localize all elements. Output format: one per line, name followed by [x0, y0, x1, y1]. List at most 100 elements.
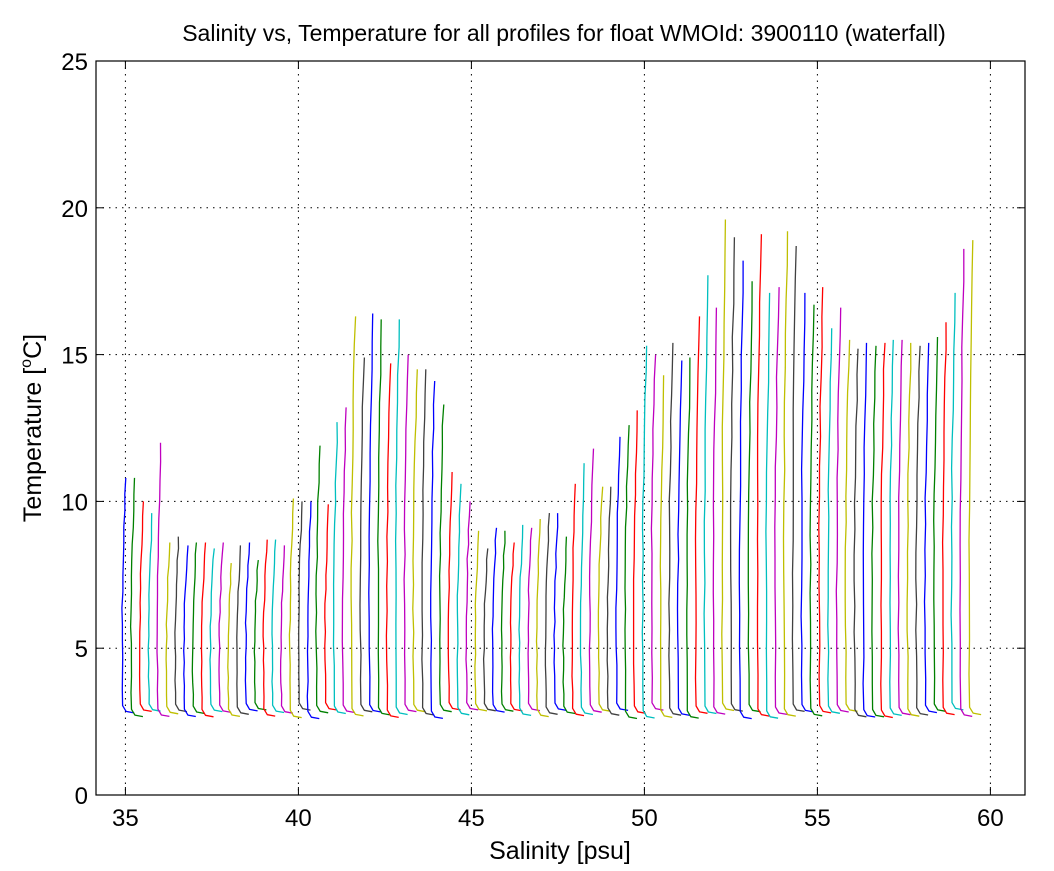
- profile-line: [862, 342, 876, 718]
- profile-line: [306, 501, 320, 720]
- profile-line: [871, 345, 885, 718]
- profile-line: [659, 375, 673, 719]
- profile-line: [906, 342, 920, 717]
- profile-line: [968, 240, 982, 716]
- profile-line: [500, 530, 514, 712]
- profile-line: [923, 342, 938, 714]
- x-tick-label: 45: [458, 805, 485, 832]
- profile-line: [359, 357, 373, 713]
- profile-line: [641, 345, 655, 719]
- profile-line: [244, 542, 258, 712]
- chart-title: Salinity vs, Temperature for all profile…: [182, 20, 946, 46]
- profile-line: [271, 539, 285, 714]
- profile-line: [218, 542, 232, 714]
- profile-line: [227, 563, 241, 718]
- y-tick-label: 20: [61, 196, 88, 223]
- profile-line: [765, 292, 779, 719]
- profile-line: [518, 524, 532, 717]
- y-tick-label: 10: [61, 489, 88, 516]
- profile-line: [818, 287, 832, 714]
- x-tick-label: 40: [285, 805, 312, 832]
- profile-line: [535, 518, 549, 718]
- profile-line: [562, 536, 576, 715]
- profile-line: [403, 354, 417, 713]
- profile-line: [941, 322, 955, 716]
- profile-line: [412, 369, 426, 713]
- profile-line: [324, 504, 338, 711]
- profile-line: [844, 339, 858, 712]
- profile-line: [650, 354, 664, 711]
- profile-line: [880, 342, 893, 719]
- profile-line: [632, 410, 646, 714]
- profile-line: [165, 542, 179, 715]
- profile-line: [279, 545, 294, 714]
- profile-line: [694, 316, 708, 714]
- profile-line: [341, 407, 355, 714]
- profile-line: [191, 542, 205, 715]
- profile-line: [350, 316, 364, 717]
- profile-line: [138, 501, 152, 713]
- profile-line: [156, 442, 170, 718]
- profile-line: [298, 501, 311, 711]
- profile-line: [430, 380, 444, 720]
- y-axis-title-main: Temperature [: [19, 368, 47, 522]
- profile-line: [368, 313, 382, 713]
- profile-line: [624, 425, 638, 720]
- x-tick-label: 55: [804, 805, 831, 832]
- x-tick-label: 50: [631, 805, 658, 832]
- profile-line: [129, 477, 144, 718]
- profile-line: [897, 339, 911, 716]
- profile-line: [209, 548, 223, 713]
- profile-line: [588, 448, 602, 713]
- profile-line: [729, 237, 743, 712]
- profile-line: [174, 536, 188, 713]
- profile-line: [579, 463, 594, 716]
- profile-line: [774, 287, 788, 716]
- profile-line: [509, 542, 523, 712]
- profile-line: [800, 292, 814, 713]
- profile-line: [597, 486, 611, 712]
- profile-line: [791, 245, 805, 713]
- y-axis-title-superscript: o: [18, 359, 35, 368]
- profile-line: [889, 339, 902, 717]
- y-tick-label: 5: [75, 636, 88, 663]
- profile-line: [377, 319, 391, 716]
- profile-line: [933, 336, 946, 712]
- x-tick-label: 60: [977, 805, 1004, 832]
- y-axis-title-unit: C]: [19, 334, 47, 359]
- profile-line: [756, 234, 770, 717]
- profile-line: [147, 513, 161, 712]
- profile-line: [959, 248, 973, 718]
- profile-line: [686, 357, 699, 719]
- profile-lines: [121, 219, 982, 720]
- profile-line: [183, 545, 196, 718]
- x-tick-labels: 35 40 45 50 55 60: [112, 805, 1004, 832]
- profile-line: [527, 527, 541, 712]
- axis-ticks: [96, 60, 1025, 796]
- profile-line: [712, 307, 726, 715]
- profile-line: [738, 260, 752, 720]
- profile-line: [438, 404, 452, 713]
- profile-line: [121, 477, 135, 714]
- grid-lines: [96, 60, 1025, 796]
- profile-line: [288, 498, 302, 719]
- profile-line: [571, 483, 585, 717]
- profile-line: [809, 304, 823, 717]
- profile-line: [447, 471, 461, 711]
- profile-line: [676, 360, 691, 717]
- profile-line: [482, 548, 496, 712]
- profile-line: [465, 501, 479, 711]
- profile-line: [835, 307, 849, 713]
- profile-line: [668, 342, 682, 716]
- profile-line: [236, 545, 249, 715]
- profile-line: [950, 292, 964, 711]
- profile-line: [915, 345, 929, 716]
- profile-line: [491, 527, 505, 713]
- profile-line: [553, 513, 567, 712]
- profile-line: [332, 422, 346, 715]
- profile-line: [315, 445, 329, 714]
- profile-line: [853, 348, 867, 718]
- profile-line: [747, 281, 761, 713]
- profile-line: [421, 369, 435, 716]
